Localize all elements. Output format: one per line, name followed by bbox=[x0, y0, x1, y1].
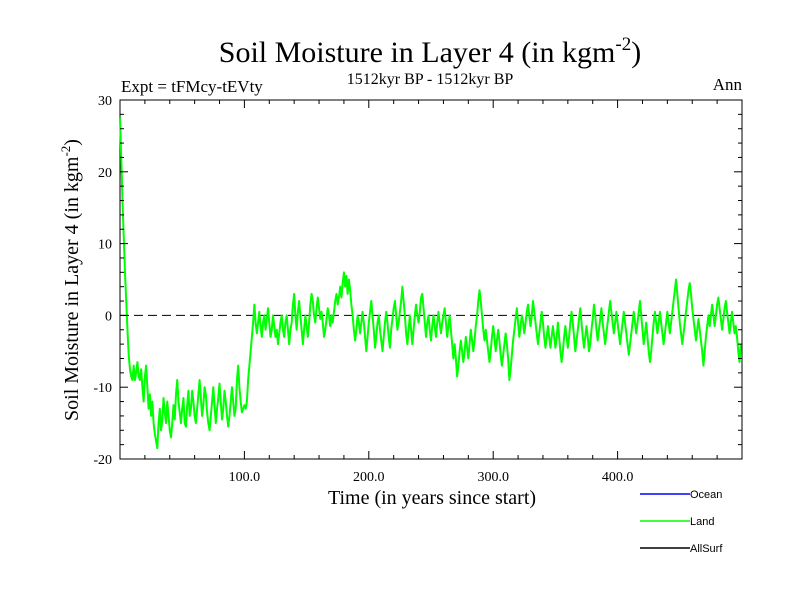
x-tick-label: 100.0 bbox=[229, 470, 261, 485]
x-tick-label: 300.0 bbox=[477, 470, 509, 485]
legend: Ocean Land AllSurf bbox=[640, 489, 723, 555]
tick-layer: -20 -10 0 10 20 30 100.0 200.0 300.0 400.0 bbox=[93, 94, 742, 485]
y-tick-label: 10 bbox=[98, 238, 112, 253]
legend-label-ocean: Ocean bbox=[690, 489, 722, 501]
season-label: Ann bbox=[713, 75, 743, 94]
y-tick-label: 20 bbox=[98, 166, 112, 181]
x-tick-label: 200.0 bbox=[353, 470, 385, 485]
x-tick-label: 400.0 bbox=[602, 470, 634, 485]
chart-title: Soil Moisture in Layer 4 (in kgm-2) bbox=[219, 34, 641, 69]
y-axis-label: Soil Moisture in Layer 4 (in kgm-2) bbox=[58, 139, 83, 421]
plot-area bbox=[119, 99, 743, 460]
series-layer bbox=[119, 117, 742, 450]
y-tick-label: -10 bbox=[93, 381, 112, 396]
y-tick-label: -20 bbox=[93, 453, 112, 468]
time-range-label: 1512kyr BP - 1512kyr BP bbox=[347, 71, 514, 88]
experiment-label: Expt = tFMcy-tEVty bbox=[121, 77, 263, 96]
plot-border bbox=[119, 99, 743, 460]
y-tick-label: 0 bbox=[105, 309, 112, 324]
legend-label-allsurf: AllSurf bbox=[690, 543, 723, 555]
x-axis-label: Time (in years since start) bbox=[328, 487, 536, 509]
y-tick-label: 30 bbox=[98, 94, 112, 109]
series-line-land bbox=[119, 117, 742, 450]
legend-label-land: Land bbox=[690, 516, 714, 528]
